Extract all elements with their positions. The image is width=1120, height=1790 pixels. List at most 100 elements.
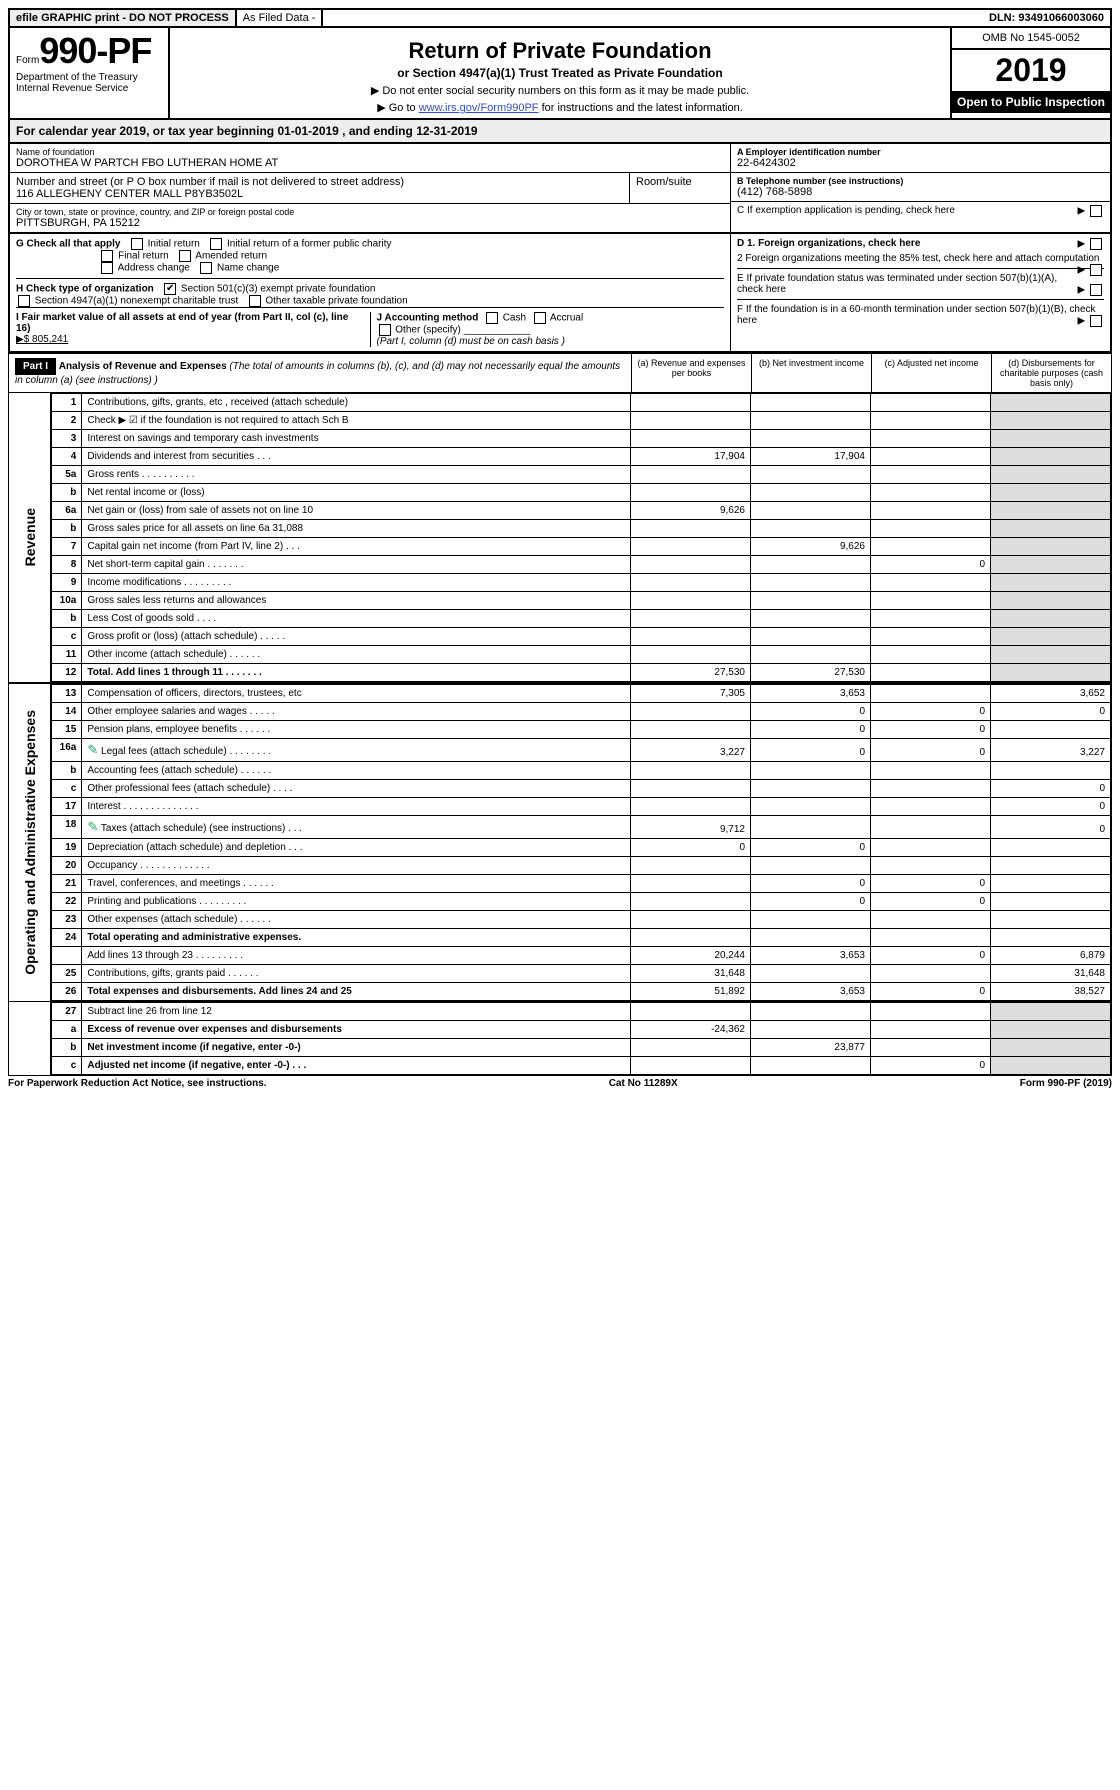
e-label: E If private foundation status was termi… [737,273,1057,295]
name-label: Name of foundation [16,147,724,157]
check-4947[interactable] [18,295,30,307]
expenses-table: 13Compensation of officers, directors, t… [51,684,1111,1001]
check-final[interactable] [101,250,113,262]
page-footer: For Paperwork Reduction Act Notice, see … [8,1078,1112,1089]
table-row: 26Total expenses and disbursements. Add … [52,983,1111,1001]
d1-label: D 1. Foreign organizations, check here [737,238,920,249]
part1-label: Part I [15,358,56,375]
check-c[interactable] [1090,205,1102,217]
phone-label: B Telephone number (see instructions) [737,176,1104,186]
table-row: 24Total operating and administrative exp… [52,929,1111,947]
ein-label: A Employer identification number [737,147,1104,157]
h-opt-1: Section 501(c)(3) exempt private foundat… [181,284,376,295]
foundation-name: DOROTHEA W PARTCH FBO LUTHERAN HOME AT [16,157,724,169]
h-opt-2: Section 4947(a)(1) nonexempt charitable … [35,296,238,307]
table-row: 27Subtract line 26 from line 12 [52,1003,1111,1021]
form-prefix: Form [16,55,39,66]
i-label: I Fair market value of all assets at end… [16,312,348,334]
check-amended[interactable] [179,250,191,262]
attach-icon[interactable]: ✎ [87,819,98,834]
city-value: PITTSBURGH, PA 15212 [16,217,724,229]
table-row: 7Capital gain net income (from Part IV, … [52,538,1111,556]
table-row: aExcess of revenue over expenses and dis… [52,1021,1111,1039]
omb-number: OMB No 1545-0052 [952,28,1110,50]
table-row: 11Other income (attach schedule) . . . .… [52,646,1111,664]
check-f[interactable] [1090,315,1102,327]
part1-title: Analysis of Revenue and Expenses [59,361,227,372]
expenses-section: Operating and Administrative Expenses 13… [8,683,1112,1002]
check-other-tax[interactable] [249,295,261,307]
table-row: 17Interest . . . . . . . . . . . . . .0 [52,798,1111,816]
check-d2[interactable] [1090,264,1102,276]
table-row: 23Other expenses (attach schedule) . . .… [52,911,1111,929]
form-note1: ▶ Do not enter social security numbers o… [174,84,946,97]
g-label: G Check all that apply [16,239,120,250]
check-accrual[interactable] [534,312,546,324]
dept-label: Department of the Treasury [16,72,162,83]
attach-icon[interactable]: ✎ [87,742,98,757]
col-d: (d) Disbursements for charitable purpose… [991,354,1111,392]
room-label: Room/suite [636,176,724,188]
g-opt-5: Name change [217,263,279,274]
check-cash[interactable] [486,312,498,324]
addr-value: 116 ALLEGHENY CENTER MALL P8YB3502L [16,188,623,200]
tax-year: 2019 [952,50,1110,91]
phone-value: (412) 768-5898 [737,186,1104,198]
irs-label: Internal Revenue Service [16,83,162,94]
c-label: C If exemption application is pending, c… [737,205,955,216]
table-row: 3Interest on savings and temporary cash … [52,430,1111,448]
check-d1[interactable] [1090,238,1102,250]
j-note: (Part I, column (d) must be on cash basi… [377,336,565,347]
asfiled-label: As Filed Data - [237,10,324,26]
table-row: bGross sales price for all assets on lin… [52,520,1111,538]
net-table: 27Subtract line 26 from line 12aExcess o… [51,1002,1111,1075]
g-opt-4: Address change [118,263,190,274]
check-name[interactable] [200,262,212,274]
table-row: 18✎ Taxes (attach schedule) (see instruc… [52,816,1111,839]
cal-begin: 01-01-2019 [277,124,338,138]
check-initial[interactable] [131,238,143,250]
note2-post: for instructions and the latest informat… [539,102,743,114]
j-other: Other (specify) [395,325,461,336]
top-banner: efile GRAPHIC print - DO NOT PROCESS As … [8,8,1112,28]
footer-right: Form 990-PF (2019) [1020,1078,1112,1089]
revenue-label: Revenue [18,500,42,574]
g-opt-2: Final return [118,251,169,262]
j-cash: Cash [503,313,526,324]
form-subtitle: or Section 4947(a)(1) Trust Treated as P… [174,66,946,80]
cal-pre: For calendar year 2019, or tax year begi… [16,124,277,138]
table-row: 6aNet gain or (loss) from sale of assets… [52,502,1111,520]
addr-label: Number and street (or P O box number if … [16,176,623,188]
table-row: 16a✎ Legal fees (attach schedule) . . . … [52,739,1111,762]
footer-mid: Cat No 11289X [609,1078,678,1089]
h-label: H Check type of organization [16,284,154,295]
col-a: (a) Revenue and expenses per books [631,354,751,392]
city-label: City or town, state or province, country… [16,207,724,217]
checks-row: G Check all that apply Initial return In… [8,234,1112,353]
check-501c3[interactable] [164,283,176,295]
table-row: 19Depreciation (attach schedule) and dep… [52,839,1111,857]
cal-end: 12-31-2019 [416,124,477,138]
col-c: (c) Adjusted net income [871,354,991,392]
check-initial-former[interactable] [210,238,222,250]
cal-mid: , and ending [339,124,416,138]
check-e[interactable] [1090,284,1102,296]
note2-pre: ▶ Go to [377,102,418,114]
irs-link[interactable]: www.irs.gov/Form990PF [419,102,539,114]
check-address[interactable] [101,262,113,274]
table-row: 9Income modifications . . . . . . . . . [52,574,1111,592]
table-row: 22Printing and publications . . . . . . … [52,893,1111,911]
table-row: 12Total. Add lines 1 through 11 . . . . … [52,664,1111,682]
check-other[interactable] [379,324,391,336]
table-row: cAdjusted net income (if negative, enter… [52,1057,1111,1075]
table-row: cGross profit or (loss) (attach schedule… [52,628,1111,646]
table-row: 15Pension plans, employee benefits . . .… [52,721,1111,739]
efile-label: efile GRAPHIC print - DO NOT PROCESS [10,10,237,26]
table-row: 2Check ▶ ☑ if the foundation is not requ… [52,412,1111,430]
table-row: 14Other employee salaries and wages . . … [52,703,1111,721]
table-row: 25Contributions, gifts, grants paid . . … [52,965,1111,983]
col-b: (b) Net investment income [751,354,871,392]
table-row: 21Travel, conferences, and meetings . . … [52,875,1111,893]
table-row: cOther professional fees (attach schedul… [52,780,1111,798]
table-row: 8Net short-term capital gain . . . . . .… [52,556,1111,574]
